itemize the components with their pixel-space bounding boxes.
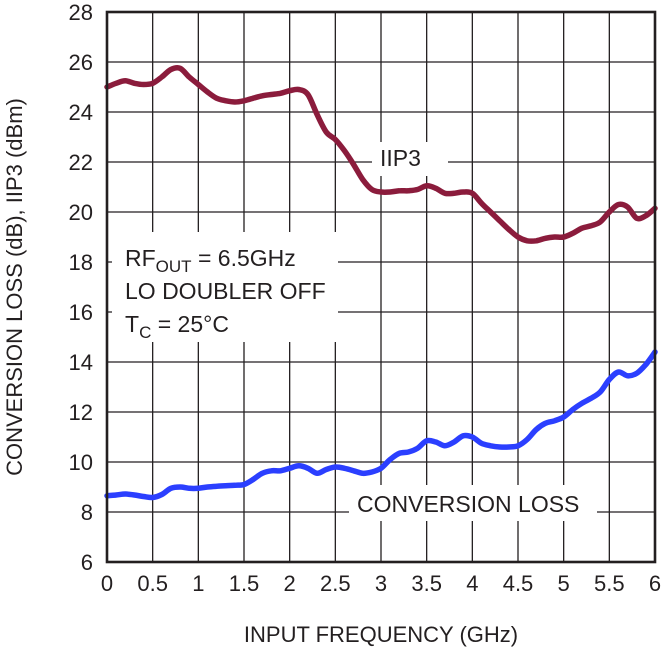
tick-labels: 0 0.5 1 1.5 2 2.5 3 3.5 4 4.5 5 5.5 6 6 8 10 12 14 16 18 20 2… <box>69 0 662 596</box>
y-tick-label: 6 <box>81 550 93 575</box>
conversion-loss-series-label: CONVERSION LOSS <box>357 491 579 517</box>
y-tick-label: 10 <box>69 450 93 475</box>
tc-suffix: = 25°C <box>151 311 229 337</box>
tc-annotation: TC = 25°C <box>125 311 229 342</box>
y-tick-label: 18 <box>69 250 93 275</box>
series-line-iip3 <box>104 64 658 244</box>
x-axis-title: INPUT FREQUENCY (GHz) <box>244 622 518 647</box>
rf-suffix: = 6.5GHz <box>192 245 296 271</box>
x-tick-label: 5.5 <box>594 571 625 596</box>
y-tick-label: 14 <box>69 350 93 375</box>
y-tick-label: 20 <box>69 200 93 225</box>
series-line-conversion-loss <box>104 349 658 501</box>
grid-layer <box>107 12 655 562</box>
rf-prefix: RF <box>125 245 156 271</box>
x-tick-label: 2 <box>284 571 296 596</box>
y-tick-label: 24 <box>69 100 93 125</box>
y-axis-title: CONVERSION LOSS (dB), IIP3 (dBm) <box>2 98 27 476</box>
x-tick-label: 1 <box>192 571 204 596</box>
cl-label-bg <box>349 485 597 521</box>
x-tick-label: 2.5 <box>320 571 351 596</box>
x-tick-label: 0.5 <box>137 571 168 596</box>
lo-doubler-annotation: LO DOUBLER OFF <box>125 278 326 304</box>
y-tick-label: 28 <box>69 0 93 25</box>
iip3-label-bg <box>372 142 448 176</box>
x-tick-label: 4 <box>466 571 478 596</box>
x-tick-label: 1.5 <box>229 571 260 596</box>
x-tick-label: 0 <box>101 571 113 596</box>
rf-subscript: OUT <box>156 257 192 276</box>
rf-out-annotation: RFOUT = 6.5GHz <box>125 245 296 276</box>
x-tick-label: 4.5 <box>503 571 534 596</box>
y-tick-label: 22 <box>69 150 93 175</box>
x-tick-label: 5 <box>558 571 570 596</box>
tc-subscript: C <box>139 323 151 342</box>
y-tick-label: 26 <box>69 50 93 75</box>
y-tick-label: 12 <box>69 400 93 425</box>
x-tick-label: 6 <box>649 571 661 596</box>
plot-frame <box>105 10 657 564</box>
x-tick-label: 3.5 <box>411 571 442 596</box>
tc-prefix: T <box>125 311 139 337</box>
iip3-series-label: IIP3 <box>380 145 421 171</box>
label-backgrounds <box>112 142 597 521</box>
y-tick-label: 8 <box>81 500 93 525</box>
conditions-box-bg <box>112 232 338 342</box>
series-layer <box>104 64 658 501</box>
y-tick-label: 16 <box>69 300 93 325</box>
x-tick-label: 3 <box>375 571 387 596</box>
